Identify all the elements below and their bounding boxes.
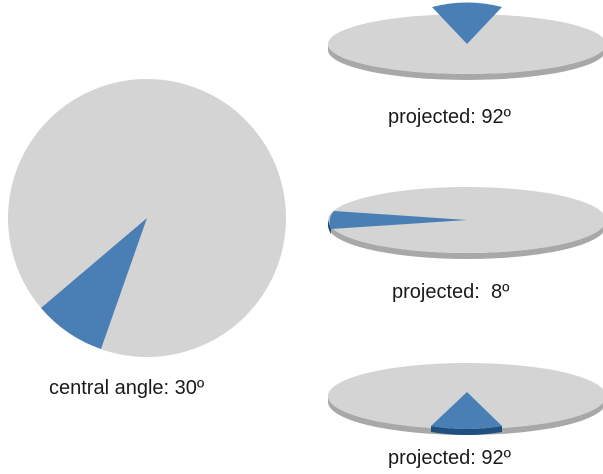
projected-pie-2 xyxy=(328,187,603,259)
projected-pie-3-wedge xyxy=(431,392,502,429)
projected-pie-1-wedge xyxy=(432,2,502,44)
main-pie-caption: central angle: 30º xyxy=(49,377,205,399)
projection-2-caption: projected: 8º xyxy=(392,281,510,303)
projected-pie-3-side xyxy=(328,396,603,435)
projected-pie-1 xyxy=(328,2,603,80)
projected-pie-2-wedge-side xyxy=(328,220,331,234)
projection-1-caption: projected: 92º xyxy=(388,106,511,128)
projected-pie-3-wedge-side xyxy=(431,426,502,435)
main-pie xyxy=(8,79,286,357)
projected-pie-1-top xyxy=(328,14,603,74)
projected-pie-2-wedge xyxy=(329,211,467,229)
main-pie-wedge xyxy=(41,218,147,349)
projected-pie-2-side xyxy=(328,220,603,259)
projection-3-caption: projected: 92º xyxy=(388,447,511,469)
projected-pie-1-side xyxy=(328,44,603,80)
projected-pie-3 xyxy=(328,363,603,435)
